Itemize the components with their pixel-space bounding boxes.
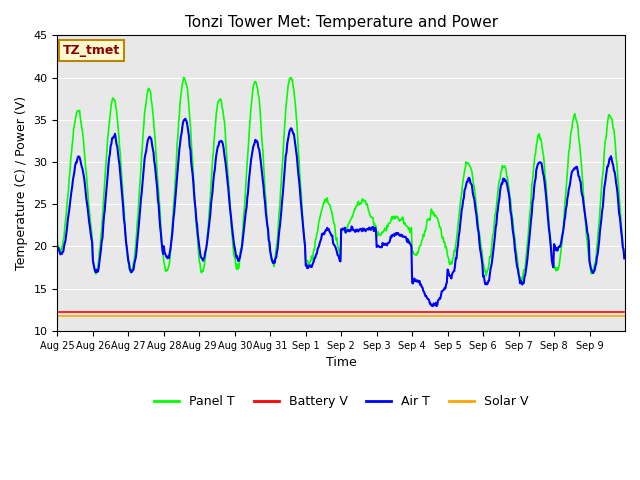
Battery V (54, 310, 61, 315)
Panel T (225, 184, 233, 190)
Battery V (224, 310, 232, 315)
Y-axis label: Temperature (C) / Power (V): Temperature (C) / Power (V) (15, 96, 28, 270)
Air T (181, 116, 189, 121)
Panel T (275, 222, 282, 228)
Air T (429, 303, 436, 309)
Panel T (400, 221, 408, 227)
Solar V (399, 313, 407, 319)
Panel T (253, 84, 260, 90)
Air T (400, 234, 408, 240)
Text: TZ_tmet: TZ_tmet (63, 44, 120, 57)
Air T (275, 238, 282, 243)
Line: Air T: Air T (58, 119, 624, 306)
Solar V (431, 313, 439, 319)
Panel T (432, 213, 440, 218)
Solar V (54, 313, 61, 319)
Line: Panel T: Panel T (58, 77, 624, 283)
Panel T (54, 239, 61, 244)
Battery V (274, 310, 282, 315)
Panel T (518, 280, 526, 286)
Air T (54, 245, 61, 251)
Panel T (180, 74, 188, 80)
Air T (225, 192, 233, 198)
Battery V (399, 310, 407, 315)
Air T (620, 255, 628, 261)
Air T (120, 216, 128, 222)
Battery V (252, 310, 260, 315)
Solar V (224, 313, 232, 319)
Solar V (274, 313, 282, 319)
Title: Tonzi Tower Met: Temperature and Power: Tonzi Tower Met: Temperature and Power (184, 15, 498, 30)
Battery V (120, 310, 128, 315)
Solar V (252, 313, 260, 319)
Air T (253, 138, 260, 144)
Battery V (620, 310, 628, 315)
Solar V (120, 313, 128, 319)
Solar V (620, 313, 628, 319)
Panel T (620, 255, 628, 261)
Legend: Panel T, Battery V, Air T, Solar V: Panel T, Battery V, Air T, Solar V (149, 390, 533, 413)
X-axis label: Time: Time (326, 356, 356, 369)
Air T (433, 303, 440, 309)
Battery V (431, 310, 439, 315)
Panel T (120, 205, 128, 211)
